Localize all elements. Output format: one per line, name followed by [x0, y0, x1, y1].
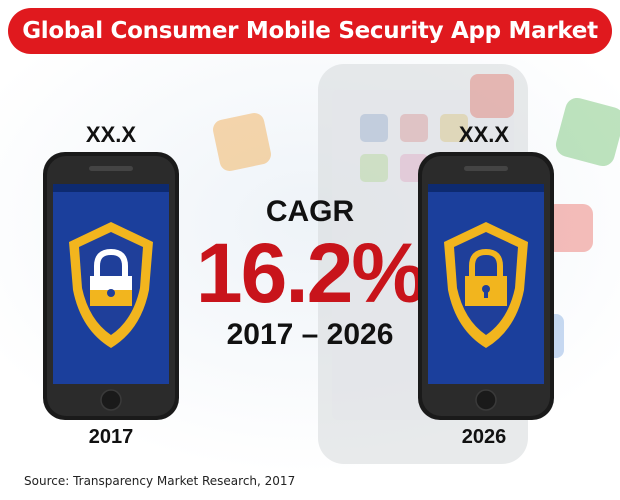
padlock-icon [90, 248, 132, 306]
padlock-icon [465, 248, 507, 306]
bg-app-icon-contact [213, 113, 271, 171]
value-2026: XX.X [458, 122, 510, 147]
bg-app-icon-red [545, 204, 593, 252]
cagr-label: CAGR [265, 195, 355, 228]
bg-app-icon-phone [555, 97, 620, 167]
phone-2017 [43, 152, 179, 420]
cagr-period: 2017 – 2026 [226, 318, 394, 351]
value-2017: XX.X [85, 122, 137, 147]
source-note: Source: Transparency Market Research, 20… [24, 474, 296, 488]
phone-2026 [418, 152, 554, 420]
cagr-value: 16.2% [195, 226, 426, 320]
bg-app-icon-mail [470, 74, 514, 118]
year-2017: 2017 [88, 426, 134, 448]
page-title: Global Consumer Mobile Security App Mark… [8, 8, 612, 54]
year-2026: 2026 [461, 426, 507, 448]
